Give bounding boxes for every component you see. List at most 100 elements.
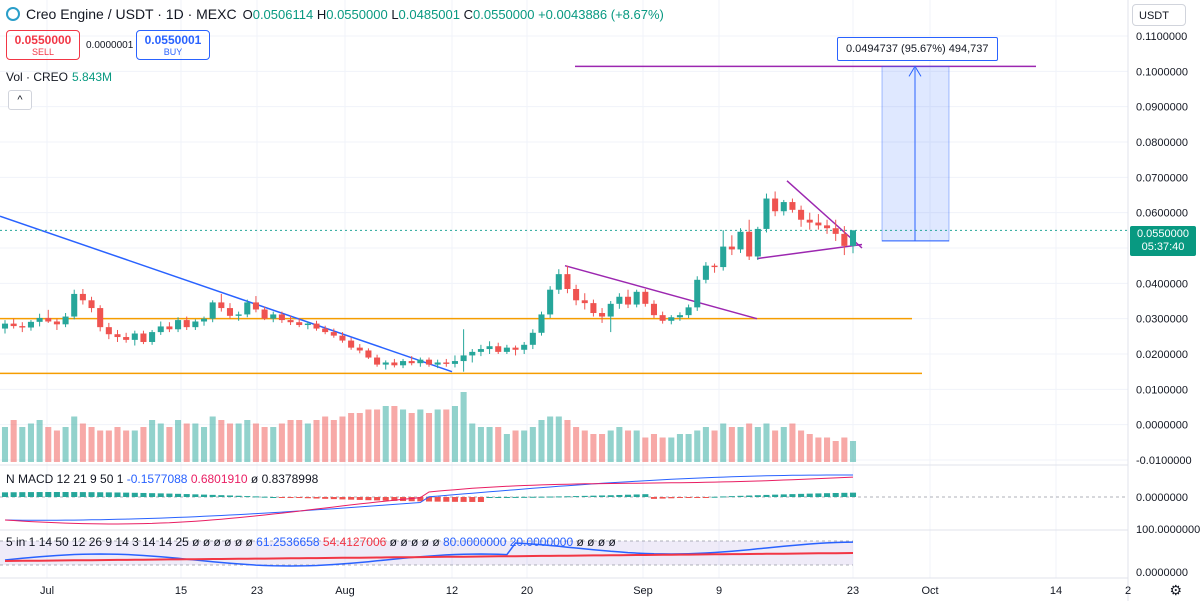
candle-body — [451, 361, 458, 364]
candle-body — [365, 350, 372, 358]
macd-histogram-bar — [88, 492, 95, 497]
macd-histogram-bar — [10, 492, 17, 497]
candle-body — [105, 327, 112, 335]
macd-histogram-bar — [71, 492, 78, 497]
candle-body — [702, 265, 709, 280]
spread-value: 0.0000001 — [86, 39, 134, 51]
volume-bar — [616, 427, 623, 462]
volume-bar — [451, 406, 458, 462]
macd-histogram-bar — [841, 492, 848, 497]
volume-bar — [36, 420, 43, 462]
volume-bar — [391, 406, 398, 462]
macd-histogram-bar — [590, 495, 597, 497]
macd-histogram-bar — [763, 494, 770, 497]
volume-bar — [105, 430, 112, 462]
macd-histogram-bar — [512, 496, 519, 498]
volume-bar — [529, 427, 536, 462]
volume-bar — [573, 427, 580, 462]
volume-bar — [62, 427, 69, 462]
candle-body — [252, 302, 259, 310]
volume-bar — [131, 430, 138, 462]
candle-body — [1, 323, 9, 329]
candle-body — [278, 314, 285, 321]
macd-histogram-bar — [746, 495, 753, 497]
volume-bar — [443, 409, 450, 462]
price-axis-label: 0.0000000 — [1136, 420, 1188, 432]
currency-selector[interactable]: USDT — [1132, 4, 1186, 26]
macd-histogram-bar — [252, 496, 259, 498]
candle-body — [555, 274, 562, 290]
candle-body — [547, 289, 554, 315]
macd-histogram-bar — [521, 496, 528, 498]
candle-body — [304, 323, 311, 326]
macd-histogram-bar — [226, 495, 234, 497]
macd-histogram-bar — [806, 493, 813, 497]
volume-bar — [581, 430, 588, 462]
price-axis-label: -0.0100000 — [1136, 455, 1192, 467]
volume-bar — [53, 430, 60, 462]
macd-histogram-bar — [97, 492, 104, 497]
candle-body — [659, 315, 666, 321]
candle-body — [434, 362, 441, 365]
buy-button[interactable]: 0.0550001 BUY — [136, 30, 210, 60]
candle-body — [754, 228, 761, 257]
volume-bar — [356, 413, 363, 462]
price-axis-label: 0.1000000 — [1136, 66, 1188, 78]
candle-body — [244, 302, 251, 315]
candle-body — [192, 321, 199, 328]
settings-gear-icon[interactable]: ⚙ — [1169, 582, 1182, 598]
macd-histogram-bar — [659, 497, 666, 499]
macd-histogram-bar — [772, 494, 779, 497]
time-axis-label: 12 — [446, 585, 458, 597]
candle-body — [798, 209, 805, 220]
last-price-tag: 0.0550000 05:37:40 — [1130, 226, 1196, 256]
volume-bar — [382, 406, 389, 462]
volume-bar — [192, 423, 199, 462]
macd-histogram-bar — [374, 497, 381, 501]
candle-body — [564, 274, 571, 289]
macd-legend[interactable]: N MACD 12 21 9 50 1 -0.1577088 0.6801910… — [6, 472, 319, 486]
candle-body — [763, 198, 770, 229]
volume-bar — [798, 430, 805, 462]
volume-legend[interactable]: Vol · CREO 5.843M — [6, 70, 113, 84]
macd-histogram-bar — [27, 492, 34, 497]
macd-histogram-bar — [469, 497, 476, 502]
candle-body — [624, 296, 632, 305]
time-axis-label: Sep — [633, 585, 653, 597]
volume-bar — [348, 413, 355, 462]
symbol-title[interactable]: Creo Engine / USDT · 1D · MEXC — [26, 6, 237, 22]
candle-body — [772, 198, 779, 212]
volume-bar — [746, 423, 753, 462]
volume-bar — [45, 427, 52, 462]
collapse-legend-button[interactable]: ^ — [8, 90, 32, 110]
candle-body — [209, 302, 216, 319]
candle-body — [486, 346, 493, 350]
volume-bar — [304, 423, 311, 462]
pattern-line — [564, 264, 758, 320]
candle-body — [676, 315, 683, 318]
volume-bar — [503, 434, 510, 462]
volume-bar — [599, 434, 606, 462]
candle-body — [348, 340, 355, 348]
volume-bar — [244, 420, 251, 462]
measure-label: 0.0494737 (95.67%) 494,737 — [837, 37, 998, 61]
macd-histogram-bar — [348, 497, 355, 500]
macd-histogram-bar — [408, 497, 415, 502]
macd-histogram-bar — [278, 497, 285, 498]
volume-bar — [469, 423, 476, 462]
volume-bar — [564, 420, 571, 462]
sell-button[interactable]: 0.0550000 SELL — [6, 30, 80, 60]
volume-bar — [200, 427, 208, 462]
macd-histogram-bar — [624, 494, 632, 497]
macd-histogram-bar — [149, 493, 156, 497]
candle-body — [149, 332, 156, 342]
candle-body — [538, 314, 545, 333]
indicator-legend[interactable]: 5 in 1 14 50 12 26 9 14 3 14 14 25 ø ø ø… — [6, 535, 616, 549]
macd-histogram-bar — [322, 497, 329, 499]
volume-bar — [737, 427, 744, 462]
chart-header: Creo Engine / USDT · 1D · MEXC O0.050611… — [6, 6, 664, 22]
candle-body — [815, 222, 822, 226]
candle-body — [460, 355, 467, 362]
time-axis-label: 14 — [1050, 585, 1062, 597]
